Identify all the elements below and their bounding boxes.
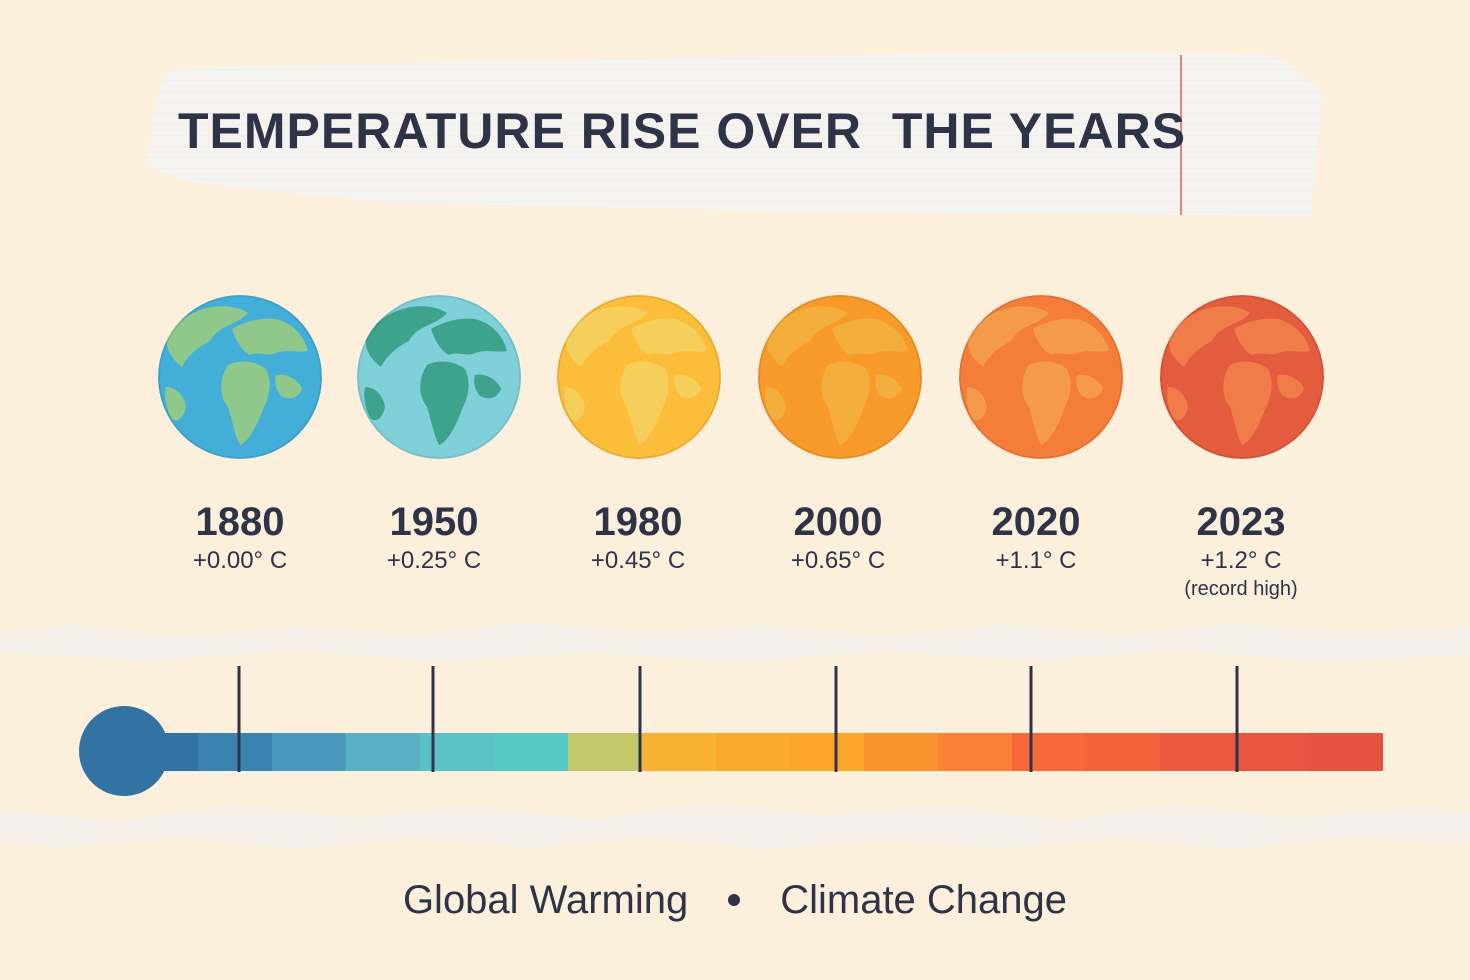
footer-climate-change: Climate Change (780, 877, 1068, 922)
record-note: (record high) (1184, 578, 1298, 600)
globe-icon (357, 295, 521, 459)
torn-paper-bottom (0, 804, 1470, 850)
thermometer-scale (79, 666, 1383, 796)
thermometer-end-cap (1342, 733, 1382, 771)
globe-icon (959, 295, 1123, 459)
temperature-value: +0.65° C (790, 547, 886, 574)
thermometer-segment (1160, 733, 1235, 771)
footer: Global Warming Climate Change (0, 876, 1470, 923)
thermometer-segment (568, 733, 643, 771)
title-paper-strip (145, 51, 1323, 216)
paper-margin-line (1180, 55, 1182, 215)
year-label: 1880 (195, 500, 285, 544)
thermometer-segment (494, 733, 569, 771)
year-label: 1950 (389, 500, 479, 544)
globe-icon (158, 295, 322, 459)
page-title: TEMPERATURE RISE OVER THE YEARS (178, 103, 1187, 159)
year-label-group: 2000 +0.65° C (728, 498, 948, 576)
temperature-value: +1.2° C (1200, 547, 1282, 574)
globe-icon (557, 295, 721, 459)
year-label: 2000 (793, 500, 883, 544)
thermometer-segment (198, 733, 273, 771)
bullet-separator (728, 894, 741, 907)
footer-global-warming: Global Warming (402, 877, 689, 922)
thermometer-segment (938, 733, 1013, 771)
temperature-value: +0.25° C (386, 547, 482, 574)
thermometer-segment (420, 733, 495, 771)
globe-icon (758, 295, 922, 459)
thermometer-segment (864, 733, 939, 771)
thermometer-segment (346, 733, 421, 771)
globe-row (0, 293, 1470, 463)
thermometer-segment (716, 733, 791, 771)
thermometer-segment (790, 733, 865, 771)
year-label: 2023 (1196, 500, 1286, 544)
thermometer-bulb (79, 706, 169, 796)
year-label-group: 1980 +0.45° C (528, 498, 748, 576)
thermometer-segment (1234, 733, 1309, 771)
year-label-group: 1880 +0.00° C (130, 498, 350, 576)
thermometer-segment (642, 733, 717, 771)
thermometer-segment (1086, 733, 1161, 771)
year-label-group: 2023 +1.2° C (record high) (1131, 498, 1351, 602)
torn-paper-top (0, 622, 1470, 663)
year-label: 1980 (593, 500, 683, 544)
thermometer-segment (1012, 733, 1087, 771)
temperature-value: +1.1° C (995, 547, 1077, 574)
year-label-group: 1950 +0.25° C (324, 498, 544, 576)
year-label-group: 2020 +1.1° C (926, 498, 1146, 576)
temperature-value: +0.45° C (590, 547, 686, 574)
globe-icon (1160, 295, 1324, 459)
thermometer-segment (272, 733, 347, 771)
year-label: 2020 (991, 500, 1081, 544)
temperature-value: +0.00° C (192, 547, 288, 574)
